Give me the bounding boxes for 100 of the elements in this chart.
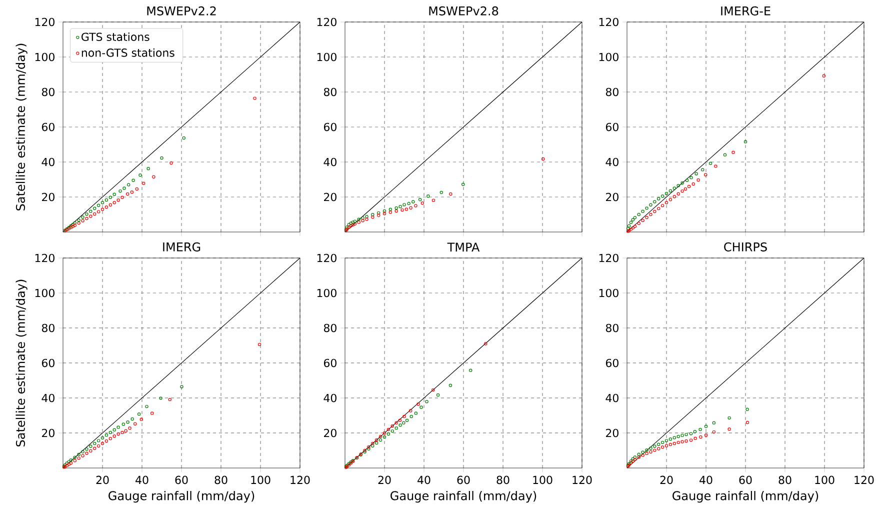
y-tick-label: 120 xyxy=(35,18,54,26)
point xyxy=(746,408,749,411)
point xyxy=(690,176,693,180)
point xyxy=(96,444,100,448)
x-axis-title: Gauge rainfall (mm/day) xyxy=(672,490,818,503)
point xyxy=(386,432,390,436)
chart-title: MSWEPv2.8 xyxy=(429,6,498,16)
point xyxy=(668,438,672,441)
point xyxy=(405,418,409,422)
point xyxy=(93,442,96,446)
point xyxy=(627,224,631,228)
point xyxy=(133,422,137,426)
point xyxy=(402,203,406,206)
point xyxy=(704,173,708,176)
point xyxy=(120,196,124,199)
point xyxy=(394,426,398,430)
point xyxy=(412,200,415,204)
legend-label: non-GTS stations xyxy=(82,48,174,57)
point xyxy=(712,421,716,424)
point xyxy=(140,418,144,421)
point xyxy=(108,203,112,206)
x-tick-label: 80 xyxy=(778,476,792,484)
point xyxy=(685,178,689,182)
point xyxy=(402,421,406,424)
chart-title: MSWEPv2.2 xyxy=(147,6,216,16)
point xyxy=(657,197,660,200)
point xyxy=(398,205,402,208)
point xyxy=(645,448,648,452)
point xyxy=(657,206,660,210)
point xyxy=(85,447,88,451)
point xyxy=(112,428,116,432)
x-tick-label: 100 xyxy=(251,476,270,484)
point xyxy=(637,212,640,216)
point xyxy=(120,430,124,434)
point xyxy=(641,450,644,454)
point xyxy=(394,206,398,210)
point xyxy=(116,432,120,436)
point xyxy=(694,172,698,176)
point xyxy=(371,216,374,219)
y-tick-label: 120 xyxy=(317,18,336,26)
point xyxy=(365,218,368,221)
point xyxy=(378,434,382,438)
point xyxy=(170,161,173,165)
point xyxy=(672,186,676,190)
point xyxy=(633,216,637,220)
point xyxy=(668,189,672,192)
chart-title: IMERG-E xyxy=(721,6,770,16)
y-tick-label: 80 xyxy=(324,88,336,96)
point xyxy=(96,439,100,442)
point xyxy=(138,174,142,177)
point xyxy=(689,438,693,442)
point xyxy=(462,182,465,186)
point xyxy=(694,436,697,440)
point xyxy=(382,431,386,435)
point xyxy=(822,74,826,78)
y-tick-label: 60 xyxy=(324,358,336,368)
y-tick-label: 20 xyxy=(606,192,618,202)
x-tick-label: 40 xyxy=(700,476,712,484)
x-tick-label: 120 xyxy=(572,476,592,484)
y-tick-label: 20 xyxy=(42,192,54,202)
point xyxy=(714,164,718,168)
point xyxy=(649,450,652,454)
x-tick-label: 100 xyxy=(815,476,834,484)
x-tick-label: 20 xyxy=(378,476,391,484)
point xyxy=(376,214,380,217)
point xyxy=(104,206,108,209)
point xyxy=(96,210,100,214)
point xyxy=(108,436,112,440)
point xyxy=(375,438,378,442)
point xyxy=(118,189,122,193)
point xyxy=(93,212,96,216)
point xyxy=(698,428,702,432)
point xyxy=(124,429,128,432)
x-tick-label: 60 xyxy=(739,476,752,484)
point xyxy=(104,439,108,443)
x-tick-label: 60 xyxy=(175,476,188,484)
y-tick-label: 40 xyxy=(324,158,336,166)
point xyxy=(664,192,668,196)
point xyxy=(81,216,84,219)
point xyxy=(631,218,635,222)
point xyxy=(128,426,132,430)
y-tick-label: 20 xyxy=(42,428,54,438)
point xyxy=(89,210,92,213)
point xyxy=(182,136,186,140)
point xyxy=(699,435,702,439)
point xyxy=(93,446,96,450)
point xyxy=(159,396,162,400)
y-tick-label: 120 xyxy=(317,254,336,262)
point xyxy=(145,404,148,408)
point xyxy=(657,442,660,446)
point xyxy=(104,433,108,437)
y-tick-label: 120 xyxy=(35,254,54,262)
y-tick-label: 100 xyxy=(317,288,336,298)
point xyxy=(649,203,652,206)
point xyxy=(668,442,672,446)
point xyxy=(416,402,420,406)
point xyxy=(89,214,92,218)
y-tick-label: 60 xyxy=(324,122,336,132)
point xyxy=(418,198,422,202)
point xyxy=(704,424,708,428)
